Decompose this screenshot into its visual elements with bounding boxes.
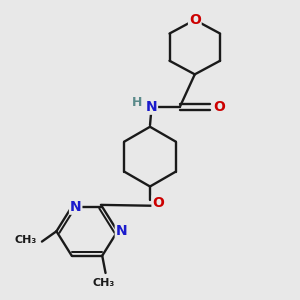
Text: O: O [152,196,164,210]
Text: O: O [213,100,225,114]
Text: H: H [132,96,142,110]
Text: CH₃: CH₃ [93,278,115,288]
Text: N: N [70,200,82,214]
Text: N: N [116,224,127,238]
Text: O: O [189,13,201,27]
Text: CH₃: CH₃ [15,235,37,245]
Text: N: N [146,100,157,114]
